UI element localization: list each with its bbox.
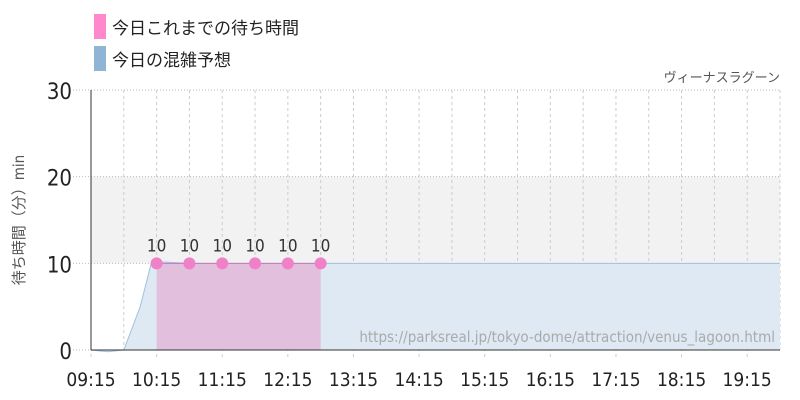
x-tick-label: 19:15 (723, 369, 772, 391)
data-label: 10 (180, 236, 199, 256)
actual-point (216, 257, 229, 270)
actual-point (249, 257, 262, 270)
legend-swatch-actual (94, 14, 106, 39)
y-tick-label: 20 (47, 167, 72, 192)
legend-label-forecast: 今日の混雑予想 (112, 51, 231, 71)
data-label: 10 (311, 236, 330, 256)
data-label: 10 (213, 236, 232, 256)
y-tick-label: 10 (47, 253, 72, 278)
highlight-band (91, 176, 780, 264)
actual-point (183, 257, 196, 270)
x-tick-label: 17:15 (591, 369, 640, 391)
watermark: https://parksreal.jp/tokyo-dome/attracti… (359, 328, 775, 347)
actual-point (314, 257, 327, 270)
legend-item-forecast: 今日の混雑予想 (94, 46, 231, 71)
y-tick-label: 0 (59, 340, 72, 365)
actual-point (150, 257, 163, 270)
legend-label-actual: 今日これまでの待ち時間 (112, 19, 299, 39)
x-tick-label: 18:15 (657, 369, 706, 391)
x-tick-label: 12:15 (263, 369, 312, 391)
x-tick-label: 14:15 (394, 369, 443, 391)
y-axis-label: 待ち時間（分）min (10, 155, 28, 285)
data-label: 10 (245, 236, 264, 256)
x-tick-label: 16:15 (526, 369, 575, 391)
attraction-name: ヴィーナスラグーン (664, 70, 780, 86)
data-label: 10 (147, 236, 166, 256)
x-tick-label: 10:15 (132, 369, 181, 391)
x-tick-label: 15:15 (460, 369, 509, 391)
data-label: 10 (278, 236, 297, 256)
x-tick-label: 13:15 (329, 369, 378, 391)
actual-point (281, 257, 294, 270)
legend-swatch-forecast (94, 46, 106, 71)
x-tick-label: 11:15 (198, 369, 247, 391)
actual-area (156, 263, 321, 350)
legend-item-actual: 今日これまでの待ち時間 (94, 14, 299, 39)
y-tick-label: 30 (47, 80, 72, 105)
x-tick-label: 09:15 (66, 369, 115, 391)
